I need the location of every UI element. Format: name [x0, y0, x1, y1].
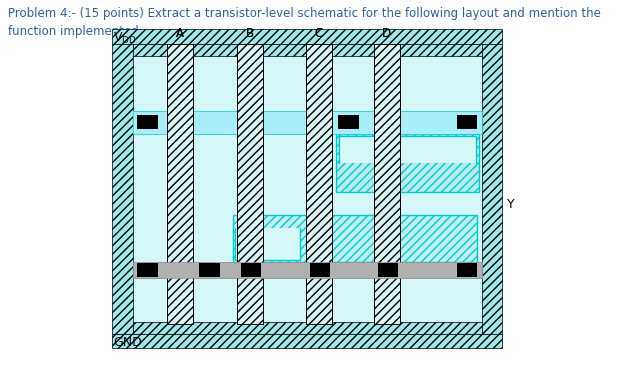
Bar	[137, 115, 158, 129]
Bar	[378, 263, 399, 277]
Bar	[133, 262, 482, 277]
Text: A: A	[176, 27, 184, 40]
Bar	[457, 115, 477, 129]
Text: A: A	[176, 27, 184, 40]
Text: B: B	[246, 27, 254, 40]
Bar	[374, 44, 400, 324]
Bar	[310, 263, 330, 277]
Bar	[237, 44, 263, 324]
Bar	[457, 263, 477, 277]
Bar	[137, 263, 158, 277]
Bar	[133, 321, 482, 334]
Bar	[482, 44, 502, 334]
Bar	[167, 44, 193, 324]
Text: Problem 4:- (15 points) Extract a transistor-level schematic for the following l: Problem 4:- (15 points) Extract a transi…	[8, 7, 601, 38]
Bar	[133, 44, 482, 56]
Bar	[232, 215, 477, 262]
Bar	[199, 263, 220, 277]
Text: GND: GND	[113, 337, 142, 349]
Text: D: D	[383, 27, 392, 40]
Bar	[113, 44, 133, 334]
Bar	[113, 334, 502, 349]
Bar	[306, 44, 332, 324]
Bar	[336, 134, 479, 192]
Bar	[167, 44, 193, 324]
Bar	[339, 136, 477, 163]
Text: Y: Y	[507, 199, 514, 211]
Bar	[306, 44, 332, 324]
Bar	[338, 115, 359, 129]
Bar	[374, 44, 400, 324]
Text: C: C	[314, 27, 323, 40]
Bar	[378, 263, 399, 277]
Text: C: C	[314, 27, 323, 40]
Bar	[133, 262, 482, 277]
Text: B: B	[246, 27, 254, 40]
Bar	[133, 44, 482, 334]
Bar	[133, 111, 482, 134]
Bar	[235, 228, 300, 260]
Bar	[310, 263, 330, 277]
Bar	[457, 263, 477, 277]
Bar	[237, 44, 263, 324]
Bar	[113, 29, 502, 44]
Bar	[113, 29, 502, 349]
Bar	[457, 115, 477, 129]
Bar	[241, 263, 261, 277]
Text: $\mathregular{V_{DD}}$: $\mathregular{V_{DD}}$	[113, 31, 137, 46]
Bar	[338, 115, 359, 129]
Bar	[133, 111, 482, 134]
Bar	[199, 263, 220, 277]
Bar	[137, 263, 158, 277]
Bar	[241, 263, 261, 277]
Bar	[137, 115, 158, 129]
Text: D: D	[383, 27, 392, 40]
